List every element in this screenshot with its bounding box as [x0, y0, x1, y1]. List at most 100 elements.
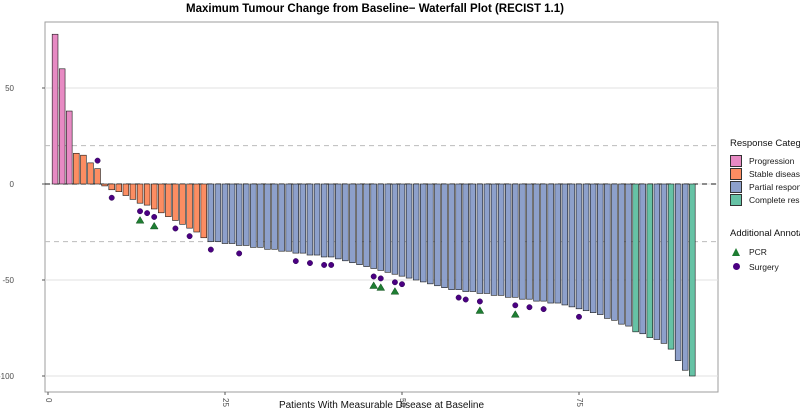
- surgery-dot: [391, 279, 398, 286]
- legend-item-label: Complete response: [749, 194, 800, 205]
- bar: [179, 183, 186, 225]
- pcr-triangle: [376, 283, 386, 291]
- surgery-dot: [576, 313, 582, 320]
- bar: [165, 183, 172, 217]
- bar: [625, 183, 632, 327]
- pcr-triangle: [135, 216, 145, 224]
- bar: [342, 183, 349, 262]
- surgery-dot: [94, 157, 101, 164]
- surgery-dot: [207, 246, 214, 253]
- pcr-triangle: [475, 306, 485, 314]
- bar: [575, 183, 583, 310]
- bar: [674, 183, 682, 361]
- bar: [391, 183, 399, 275]
- bar: [497, 183, 505, 296]
- pcr-triangle: [390, 287, 400, 295]
- bar: [271, 183, 278, 250]
- bar: [313, 183, 321, 256]
- bar: [448, 183, 455, 290]
- surgery-dot: [455, 294, 462, 301]
- surgery-dot: [307, 260, 313, 266]
- pcr-triangle: [510, 310, 520, 318]
- bar: [235, 183, 243, 246]
- bar: [221, 183, 229, 244]
- bar: [689, 183, 696, 377]
- surgery-dot: [292, 258, 299, 265]
- surgery-dot: [108, 194, 115, 201]
- bar: [476, 183, 484, 294]
- bar: [250, 183, 257, 248]
- surgery-dot: [151, 214, 158, 220]
- bar: [384, 183, 392, 273]
- bar: [278, 183, 285, 252]
- bar: [646, 183, 654, 338]
- pcr-triangle: [149, 221, 159, 230]
- bar: [568, 183, 576, 308]
- bar: [611, 183, 618, 321]
- bar: [193, 183, 200, 233]
- legend-item-label: PCR: [749, 246, 767, 257]
- chart-title: Maximum Tumour Change from Baseline− Wat…: [186, 3, 564, 15]
- bar: [214, 183, 222, 242]
- stable-disease-swatch: [730, 167, 742, 180]
- bar: [540, 183, 547, 302]
- legend-item-pcr: PCR: [730, 244, 800, 259]
- bar: [512, 183, 519, 298]
- bar: [653, 183, 661, 340]
- x-axis-title: Patients With Measurable Disease at Base…: [278, 400, 485, 411]
- bar: [257, 183, 264, 248]
- bar: [356, 183, 363, 265]
- bar: [561, 183, 569, 306]
- bar: [186, 183, 193, 229]
- legend-item-label: Partial response: [749, 181, 800, 192]
- surgery-dot: [399, 281, 405, 288]
- bar: [136, 183, 144, 204]
- bar: [604, 183, 611, 319]
- bar: [681, 183, 689, 371]
- y-tick-label: 50: [5, 84, 14, 93]
- complete-response-swatch: [730, 193, 742, 206]
- surgery-dot: [186, 233, 193, 240]
- bar: [412, 183, 420, 281]
- bar: [504, 183, 512, 298]
- surgery-dot-icon: [730, 263, 742, 270]
- bar: [243, 183, 250, 246]
- bar: [228, 183, 236, 244]
- bar: [441, 183, 448, 288]
- bar: [87, 162, 94, 185]
- bar: [143, 183, 151, 206]
- bar: [420, 183, 427, 283]
- pcr-triangle: [369, 281, 379, 289]
- surgery-dot: [377, 275, 384, 282]
- surgery-dot: [540, 306, 547, 313]
- legend-item-label: Surgery: [749, 261, 779, 272]
- bar: [483, 183, 491, 294]
- bar: [94, 168, 101, 185]
- bar: [349, 183, 356, 264]
- bar: [80, 154, 87, 185]
- surgery-dot: [144, 210, 151, 217]
- bar: [660, 183, 668, 344]
- bar: [158, 183, 165, 214]
- legend-item-label: Progression: [749, 155, 795, 166]
- bar: [58, 68, 66, 185]
- progression-swatch: [730, 154, 742, 167]
- surgery-dot: [321, 262, 328, 268]
- partial-response-swatch: [730, 180, 742, 193]
- bar: [320, 183, 328, 258]
- bar: [101, 183, 108, 187]
- bar: [200, 183, 207, 239]
- bar: [582, 183, 590, 312]
- legend-item-stable-disease: Stable disease: [730, 167, 800, 180]
- bar: [122, 183, 130, 196]
- bar: [151, 183, 158, 210]
- legend-item-partial-response: Partial response: [730, 180, 800, 193]
- surgery-dot: [370, 273, 377, 280]
- x-tick-label: 50: [398, 398, 407, 407]
- x-tick-label: 0: [44, 398, 53, 403]
- bar: [370, 183, 377, 269]
- bar: [519, 183, 526, 300]
- bar: [632, 183, 639, 333]
- pcr-triangle-icon: [730, 247, 742, 256]
